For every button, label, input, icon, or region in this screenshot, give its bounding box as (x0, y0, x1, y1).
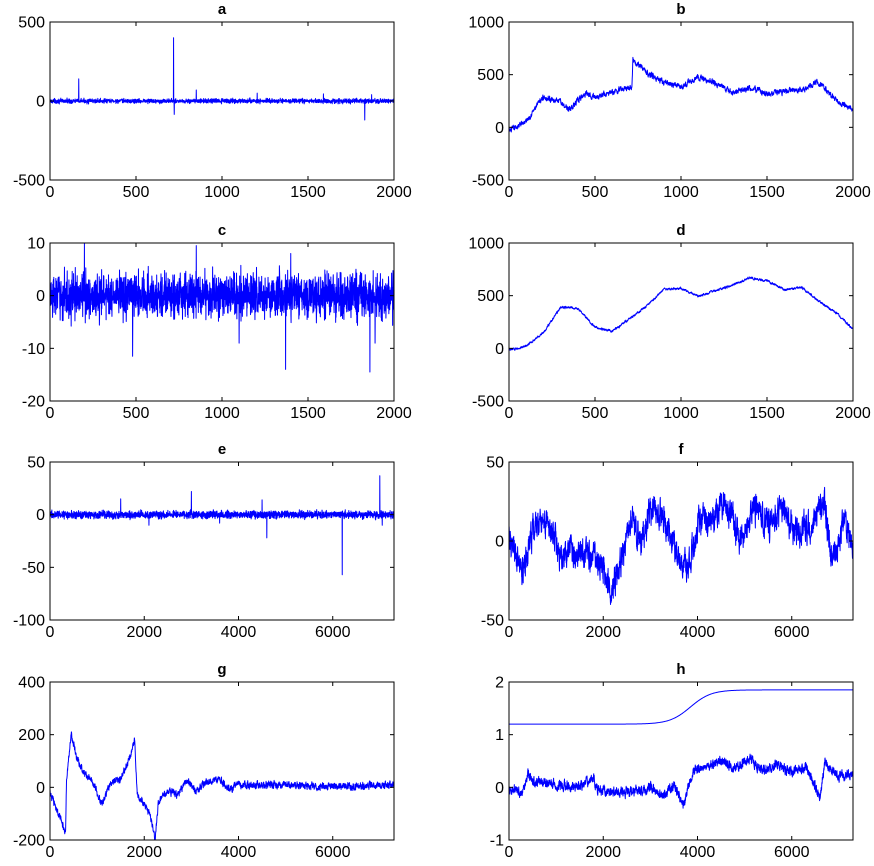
x-tick-label-a-2: 1000 (204, 184, 240, 201)
axes-frame-d (508, 242, 854, 402)
series-line-a-1 (50, 37, 394, 121)
x-tick-label-g-1: 2000 (126, 844, 162, 861)
series-line-e-1 (50, 475, 394, 576)
y-tick-label-f-0: 50 (486, 455, 504, 472)
x-tick-label-c-3: 1500 (290, 405, 326, 422)
y-tick-label-h-0: 2 (495, 675, 504, 692)
panel-title-c: c (218, 222, 226, 239)
x-tick-label-a-3: 1500 (290, 184, 326, 201)
x-tick-label-h-3: 6000 (774, 844, 810, 861)
panel-title-a: a (218, 1, 227, 18)
y-tick-label-f-1: 0 (495, 534, 504, 551)
x-tick-label-b-3: 1500 (749, 184, 785, 201)
panel-c: c 0 500 1000 1500 2000 10 0 -10 -20 (22, 222, 412, 422)
y-tick-label-f-2: -50 (481, 613, 504, 630)
x-tick-label-h-2: 4000 (680, 844, 716, 861)
axes-frame-c (49, 242, 395, 402)
y-tick-label-c-3: -20 (22, 394, 45, 411)
panel-title-b: b (676, 1, 685, 18)
series-line-c-1 (50, 243, 394, 373)
x-tick-label-d-2: 1000 (663, 405, 699, 422)
y-tick-label-h-2: 0 (495, 780, 504, 797)
axes-frame-h (508, 681, 854, 841)
series-line-g-1 (50, 731, 394, 840)
y-tick-label-d-2: 0 (495, 341, 504, 358)
y-tick-label-c-0: 10 (27, 236, 45, 253)
x-tick-label-g-0: 0 (46, 844, 55, 861)
y-tick-label-c-2: -10 (22, 341, 45, 358)
y-tick-label-g-3: -200 (13, 833, 45, 850)
axes-frame-g (49, 681, 395, 841)
panel-title-e: e (218, 441, 226, 458)
x-tick-label-f-1: 2000 (585, 624, 621, 641)
x-tick-label-d-1: 500 (582, 405, 609, 422)
x-tick-label-h-1: 2000 (585, 844, 621, 861)
x-tick-label-b-2: 1000 (663, 184, 699, 201)
x-tick-label-b-1: 500 (582, 184, 609, 201)
y-tick-label-b-0: 1000 (468, 15, 504, 32)
panel-title-h: h (676, 661, 685, 678)
y-tick-label-e-2: -50 (22, 560, 45, 577)
series-line-h-2 (509, 753, 853, 809)
x-tick-label-c-4: 2000 (376, 405, 412, 422)
series-line-h-1 (509, 689, 853, 725)
x-tick-label-h-0: 0 (505, 844, 514, 861)
y-tick-label-d-0: 1000 (468, 236, 504, 253)
x-tick-label-b-0: 0 (505, 184, 514, 201)
x-tick-label-c-0: 0 (46, 405, 55, 422)
y-tick-label-d-3: -500 (472, 394, 504, 411)
y-tick-label-a-0: 500 (18, 15, 45, 32)
y-tick-label-b-1: 500 (477, 67, 504, 84)
series-line-b-1 (509, 56, 853, 133)
x-tick-label-e-0: 0 (46, 624, 55, 641)
x-tick-label-f-0: 0 (505, 624, 514, 641)
panel-e: e 0 2000 4000 6000 50 0 -50 -100 (13, 441, 395, 641)
x-tick-label-b-4: 2000 (835, 184, 871, 201)
x-tick-label-g-2: 4000 (221, 844, 257, 861)
x-tick-label-c-2: 1000 (204, 405, 240, 422)
y-tick-label-e-3: -100 (13, 613, 45, 630)
x-tick-label-a-1: 500 (123, 184, 150, 201)
y-tick-label-a-2: -500 (13, 173, 45, 190)
axes-frame-e (49, 461, 395, 621)
y-tick-label-c-1: 0 (36, 288, 45, 305)
x-tick-label-e-2: 4000 (221, 624, 257, 641)
panel-title-d: d (676, 222, 685, 239)
series-line-d-1 (509, 276, 853, 351)
x-tick-label-d-4: 2000 (835, 405, 871, 422)
panel-title-g: g (217, 661, 226, 678)
y-tick-label-g-0: 400 (18, 675, 45, 692)
y-tick-label-b-3: -500 (472, 173, 504, 190)
y-tick-label-e-1: 0 (36, 507, 45, 524)
y-tick-label-b-2: 0 (495, 120, 504, 137)
x-tick-label-c-1: 500 (123, 405, 150, 422)
x-tick-label-f-2: 4000 (680, 624, 716, 641)
x-tick-label-e-1: 2000 (126, 624, 162, 641)
y-tick-label-h-3: -1 (490, 833, 504, 850)
y-tick-label-h-1: 1 (495, 727, 504, 744)
series-line-f-1 (509, 486, 853, 605)
y-tick-label-g-1: 200 (18, 727, 45, 744)
y-tick-label-e-0: 50 (27, 455, 45, 472)
x-tick-label-d-0: 0 (505, 405, 514, 422)
x-tick-label-g-3: 6000 (315, 844, 351, 861)
x-tick-label-a-0: 0 (46, 184, 55, 201)
x-tick-label-e-3: 6000 (315, 624, 351, 641)
y-tick-label-g-2: 0 (36, 780, 45, 797)
x-tick-label-f-3: 6000 (774, 624, 810, 641)
x-tick-label-a-4: 2000 (376, 184, 412, 201)
x-tick-label-d-3: 1500 (749, 405, 785, 422)
y-tick-label-a-1: 0 (36, 94, 45, 111)
y-tick-label-d-1: 500 (477, 288, 504, 305)
panel-title-f: f (679, 441, 685, 458)
